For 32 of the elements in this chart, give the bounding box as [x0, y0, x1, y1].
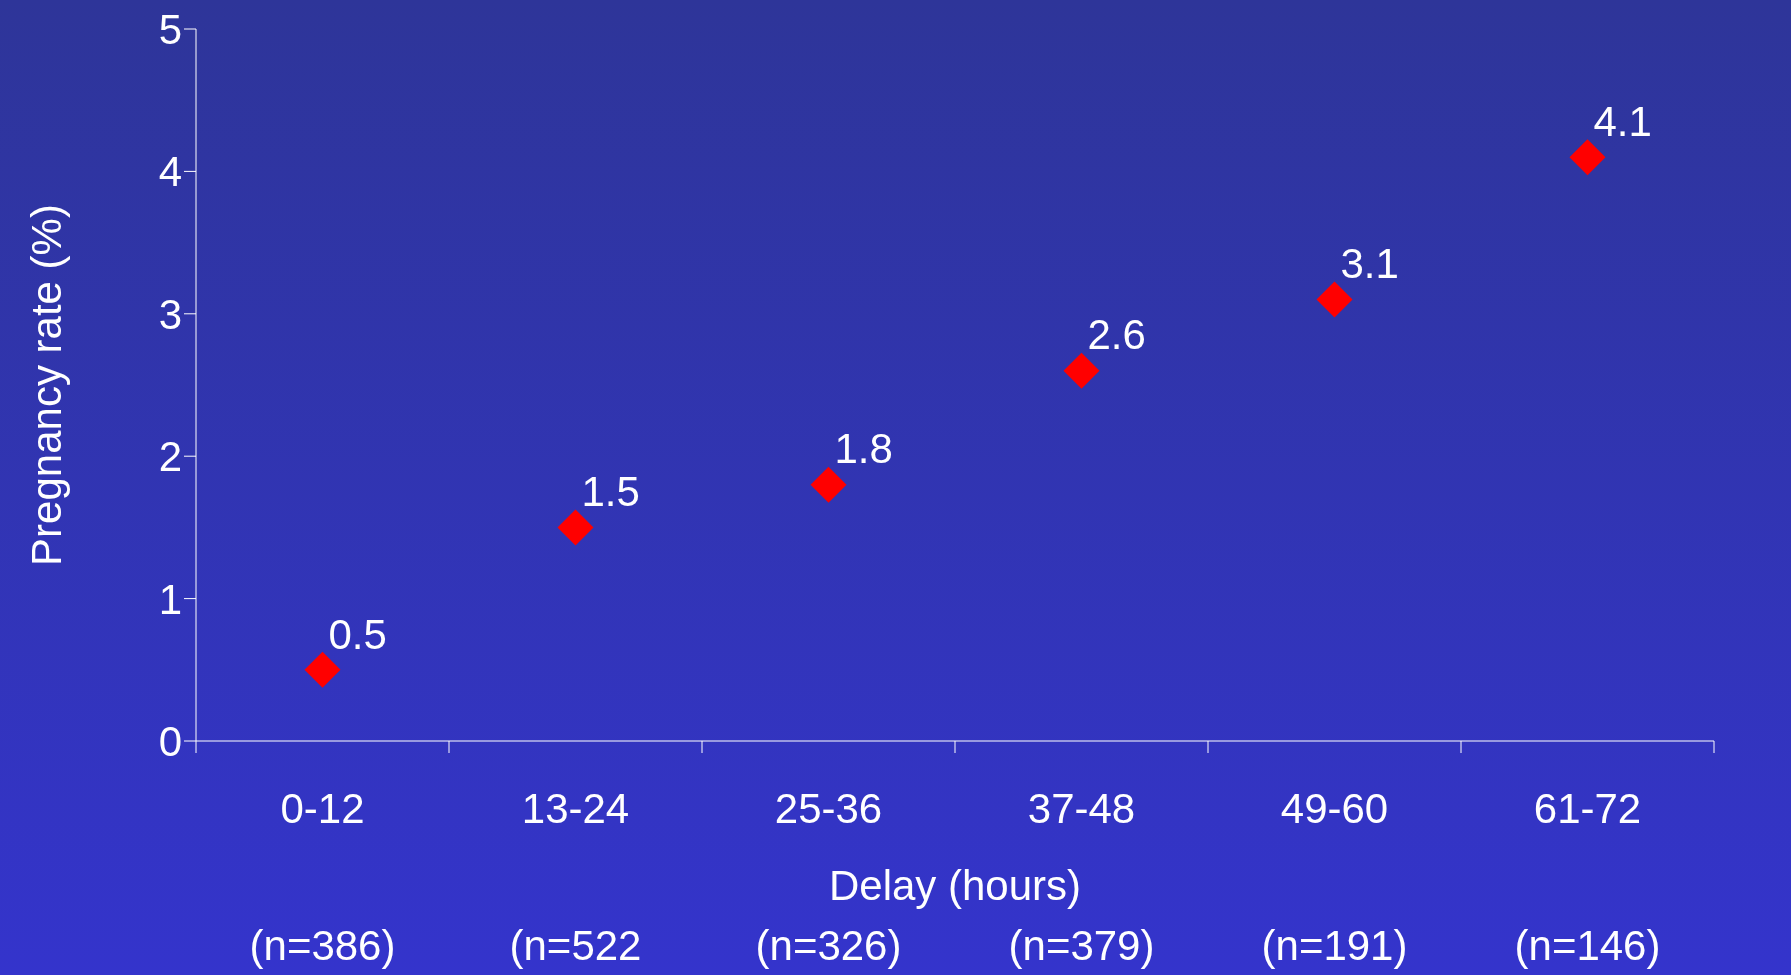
point — [557, 509, 594, 546]
data-label: 1.8 — [834, 425, 893, 473]
y-tick-label: 4 — [158, 148, 182, 196]
point — [1569, 139, 1606, 176]
x-axis-title: Delay (hours) — [827, 862, 1083, 910]
y-tick-label: 5 — [158, 5, 182, 53]
data-label: 0.5 — [328, 610, 387, 658]
x-tick-label: 49-60 — [1280, 785, 1389, 832]
y-tick-label: 0 — [158, 717, 182, 765]
text: (n=191) — [1260, 922, 1409, 970]
x-tick-label: 13-24 — [521, 785, 630, 832]
x-tick-label: 37-48 — [1027, 785, 1136, 832]
y-tick-label: 1 — [158, 575, 182, 623]
data-label: 3.1 — [1340, 240, 1399, 288]
x-tick-label: 61-72 — [1533, 785, 1642, 832]
point — [1316, 281, 1353, 318]
x-tick-label: 0-12 — [280, 785, 365, 832]
text: (n=379) — [1007, 922, 1156, 970]
x-tick-label: 25-36 — [774, 785, 883, 832]
data-label: 1.5 — [581, 468, 640, 516]
text: (n=522 — [508, 922, 643, 970]
y-axis-title: Pregnancy rate (%) — [22, 204, 70, 566]
text: (n=146) — [1513, 922, 1662, 970]
y-tick-label: 3 — [158, 290, 182, 338]
data-label: 2.6 — [1087, 311, 1146, 359]
point — [1063, 352, 1100, 389]
text: (n=326) — [754, 922, 903, 970]
data-label: 4.1 — [1593, 97, 1652, 145]
text: (n=386) — [248, 922, 397, 970]
point — [304, 651, 341, 688]
y-tick-label: 2 — [158, 433, 182, 481]
point — [810, 466, 847, 503]
